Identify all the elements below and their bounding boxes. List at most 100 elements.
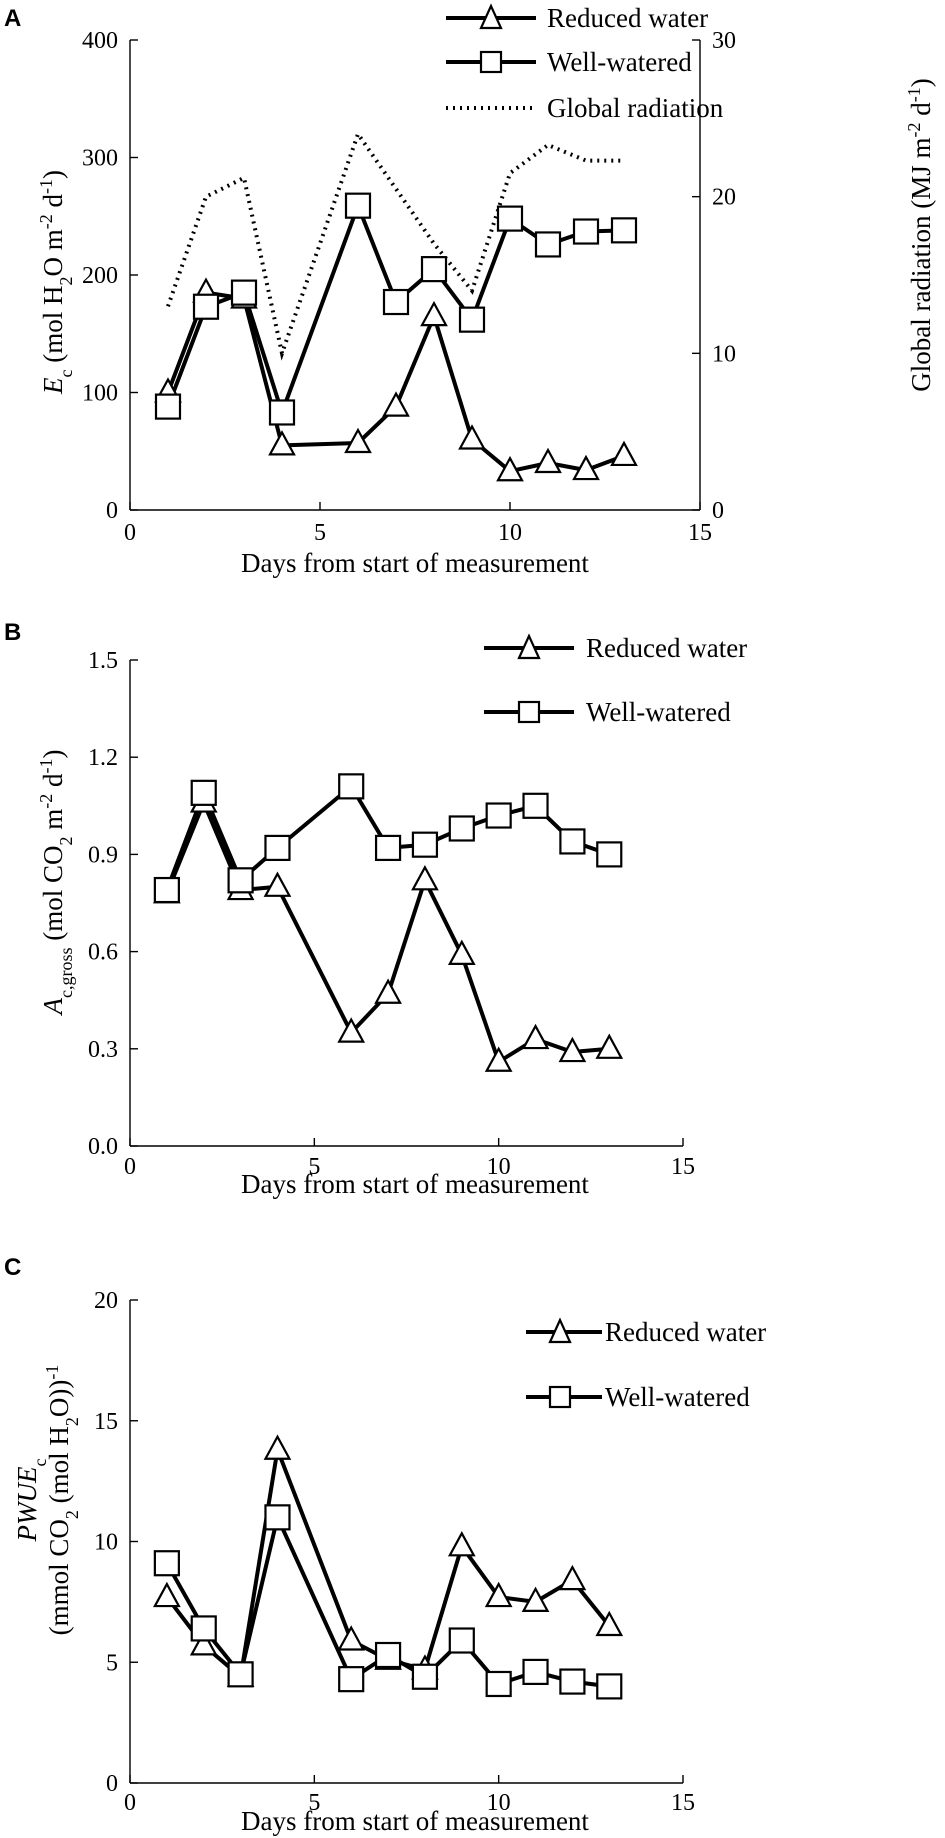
y-tick-label: 0 bbox=[106, 498, 118, 524]
point-well-watered bbox=[338, 1666, 365, 1693]
y-tick-label: 200 bbox=[82, 263, 118, 289]
y2-tick-label: 20 bbox=[712, 185, 736, 211]
y-tick-label: 0.6 bbox=[88, 940, 118, 966]
point-well-watered bbox=[154, 393, 182, 420]
point-reduced-water bbox=[268, 430, 296, 456]
point-reduced-water bbox=[458, 424, 486, 450]
point-reduced-water bbox=[344, 427, 372, 454]
point-well-watered bbox=[522, 1658, 549, 1686]
point-well-watered bbox=[596, 1673, 623, 1700]
panel-b-x-axis-title: Days from start of measurement bbox=[241, 1169, 589, 1199]
point-well-watered bbox=[458, 306, 486, 333]
y-tick-label: 1.2 bbox=[88, 745, 118, 771]
series-line-reduced-water bbox=[166, 290, 625, 474]
legend-label-well: Well-watered bbox=[605, 1382, 750, 1412]
point-well-watered bbox=[190, 1615, 217, 1642]
y-tick-label: 15 bbox=[94, 1409, 118, 1435]
y-tick-label: 0 bbox=[106, 1771, 118, 1797]
point-well-watered bbox=[411, 831, 439, 858]
point-well-watered bbox=[338, 773, 365, 800]
point-reduced-water bbox=[189, 1630, 218, 1656]
point-reduced-water bbox=[411, 865, 439, 891]
point-well-watered bbox=[374, 834, 402, 862]
panel-c-legend: Reduced water Well-watered bbox=[526, 1317, 766, 1412]
x-tick-label: 10 bbox=[498, 520, 522, 546]
point-reduced-water bbox=[382, 391, 410, 417]
point-well-watered bbox=[596, 841, 623, 868]
point-well-watered bbox=[264, 1504, 291, 1531]
y-tick-label: 0.9 bbox=[88, 842, 118, 868]
x-tick-label: 10 bbox=[487, 1790, 511, 1816]
point-well-watered bbox=[192, 293, 220, 320]
x-tick-label: 10 bbox=[487, 1154, 511, 1180]
panel-a-letter: A bbox=[4, 5, 21, 32]
panel-c-x-axis-title: Days from start of measurement bbox=[241, 1806, 589, 1836]
point-well-watered bbox=[448, 1627, 475, 1654]
point-well-watered bbox=[572, 218, 600, 245]
legend-triangle-marker bbox=[548, 1317, 572, 1344]
panel-b-legend: Reduced water Well-watered bbox=[484, 633, 747, 727]
panel-b-letter: B bbox=[4, 619, 21, 646]
point-reduced-water bbox=[595, 1033, 624, 1059]
panel-c-axes: 0 5 10 15 0 5 10 15 20 bbox=[94, 1288, 695, 1816]
point-reduced-water bbox=[337, 1017, 366, 1043]
point-well-watered bbox=[190, 779, 217, 806]
panel-c-series bbox=[153, 1434, 624, 1700]
x-tick-label: 0 bbox=[124, 520, 136, 546]
panel-b: B 0 5 10 15 0.0 0.3 0.6 0.9 1.2 1.5 Days from sta… bbox=[4, 619, 747, 1199]
legend-triangle-marker bbox=[479, 3, 503, 30]
x-tick-label: 15 bbox=[688, 520, 712, 546]
point-reduced-water bbox=[263, 1434, 292, 1460]
legend-label-reduced: Reduced water bbox=[605, 1317, 766, 1347]
point-well-watered bbox=[382, 288, 410, 316]
y-tick-label: 10 bbox=[94, 1530, 118, 1556]
panel-a-y2-axis-title: Global radiation (MJ m-2 d-1) bbox=[904, 78, 936, 391]
point-well-watered bbox=[610, 217, 638, 244]
y-tick-label: 20 bbox=[94, 1288, 118, 1314]
point-well-watered bbox=[264, 834, 291, 862]
point-well-watered bbox=[534, 231, 562, 258]
point-well-watered bbox=[448, 815, 475, 842]
point-well-watered bbox=[374, 1641, 402, 1669]
point-well-watered bbox=[411, 1663, 439, 1690]
y-tick-label: 100 bbox=[82, 381, 118, 407]
point-reduced-water bbox=[263, 871, 292, 897]
point-well-watered bbox=[153, 1550, 180, 1577]
point-well-watered bbox=[227, 1661, 254, 1688]
panel-a-series bbox=[154, 129, 638, 482]
point-well-watered bbox=[485, 1670, 512, 1698]
point-reduced-water bbox=[447, 939, 476, 965]
point-reduced-water bbox=[610, 440, 638, 467]
point-reduced-water bbox=[534, 447, 562, 474]
panel-b-y-axis-title: Ac,gross (mol CO2 m-2 d-1) bbox=[36, 749, 76, 1016]
x-tick-label: 0 bbox=[124, 1154, 136, 1180]
legend-triangle-marker bbox=[517, 633, 541, 660]
panel-c: C 0 5 10 15 0 5 10 15 20 Days from start of meas… bbox=[4, 1254, 766, 1836]
point-reduced-water bbox=[595, 1610, 624, 1637]
panel-c-letter: C bbox=[4, 1254, 21, 1281]
point-reduced-water bbox=[337, 1625, 366, 1651]
legend-label-well: Well-watered bbox=[547, 47, 692, 77]
point-well-watered bbox=[496, 205, 524, 232]
x-tick-label: 15 bbox=[671, 1154, 695, 1180]
y-tick-label: 1.5 bbox=[88, 648, 118, 674]
point-well-watered bbox=[485, 802, 512, 829]
point-reduced-water bbox=[558, 1036, 587, 1063]
y2-tick-label: 0 bbox=[712, 498, 724, 524]
x-tick-label: 5 bbox=[308, 1154, 320, 1180]
y-tick-label: 0.3 bbox=[88, 1037, 118, 1063]
x-tick-label: 0 bbox=[124, 1790, 136, 1816]
point-reduced-water bbox=[521, 1586, 550, 1612]
y-tick-label: 300 bbox=[82, 146, 118, 172]
point-well-watered bbox=[344, 192, 372, 219]
panel-a-legend: Reduced water Well-watered Global radiat… bbox=[446, 3, 724, 123]
point-well-watered bbox=[420, 256, 448, 283]
panel-c-y-axis-title-line2: (mmol CO2 (mol H2O))-1 bbox=[42, 1365, 82, 1636]
point-reduced-water bbox=[484, 1046, 513, 1072]
point-reduced-water bbox=[521, 1023, 550, 1050]
y-tick-label: 0.0 bbox=[88, 1134, 118, 1160]
point-reduced-water bbox=[496, 455, 524, 482]
